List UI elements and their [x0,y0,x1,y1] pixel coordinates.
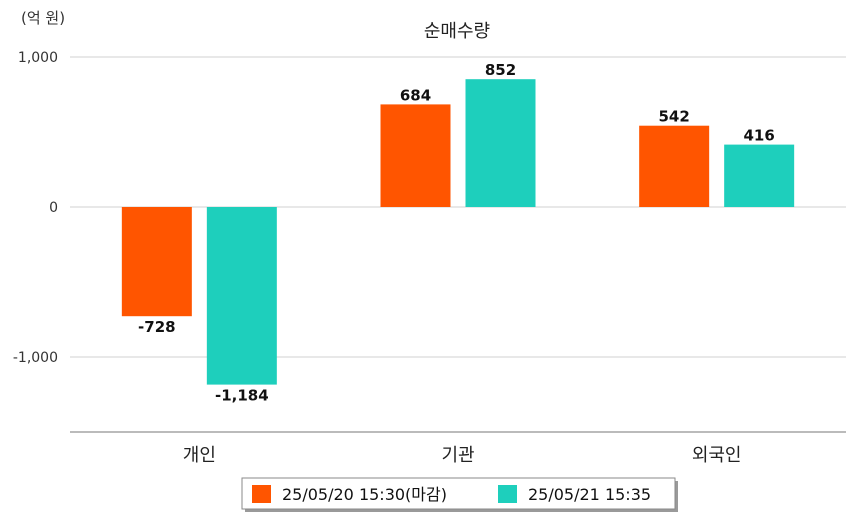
data-label: 416 [744,127,775,145]
bar[interactable] [465,79,536,207]
x-tick-label: 개인 [183,445,216,466]
x-axis: 개인 기관 외국인 [70,431,846,466]
y-tick-label: 1,000 [18,50,58,66]
bar[interactable] [380,104,451,207]
x-tick-label: 기관 [441,445,474,466]
bars: -728 -1,184 684 852 542 416 [121,61,795,405]
legend-swatch[interactable] [252,485,271,503]
gridlines [70,56,846,358]
legend-swatch[interactable] [498,485,517,503]
bar[interactable] [639,125,710,207]
data-label: -728 [138,318,176,336]
x-tick-label: 외국인 [692,445,742,466]
bar[interactable] [724,144,795,207]
bar[interactable] [206,207,277,385]
data-label: 542 [659,108,690,126]
y-tick-label: 0 [49,200,58,216]
unit-label: (억 원) [21,9,66,27]
y-tick-label: -1,000 [13,350,58,366]
bar[interactable] [121,207,192,317]
data-label: 852 [485,61,516,79]
data-label: 684 [400,86,431,104]
legend-label[interactable]: 25/05/20 15:30(마감) [282,485,447,504]
legend-label[interactable]: 25/05/21 15:35 [528,485,651,504]
data-label: -1,184 [215,387,269,405]
legend[interactable]: 25/05/20 15:30(마감) 25/05/21 15:35 [241,477,678,512]
y-axis: 1,000 0 -1,000 [13,50,58,366]
legend-box [241,477,676,510]
chart-title: 순매수량 [424,21,490,42]
